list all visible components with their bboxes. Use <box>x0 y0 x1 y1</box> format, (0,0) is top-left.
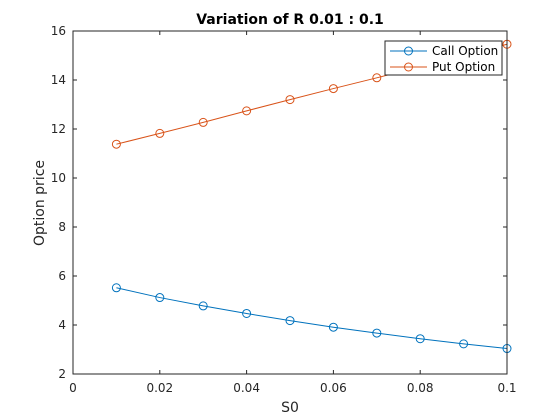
data-point-put-option <box>242 106 252 116</box>
x-tick-label: 0 <box>69 381 77 395</box>
data-point-call-option <box>415 334 425 344</box>
data-point-call-option <box>111 283 121 293</box>
legend-label-put-option: Put Option <box>432 60 495 74</box>
data-point-call-option <box>372 328 382 338</box>
axes-box <box>72 30 508 375</box>
y-tick-label: 8 <box>58 220 66 234</box>
plot-background <box>73 31 507 374</box>
y-tick-label: 12 <box>51 122 66 136</box>
legend-label-call-option: Call Option <box>432 44 498 58</box>
y-tick-label: 14 <box>51 73 66 87</box>
data-point-call-option <box>242 308 252 318</box>
data-point-call-option <box>198 301 208 311</box>
legend-marker-call-option <box>404 46 413 56</box>
x-axis-label: S0 <box>281 400 299 416</box>
legend-marker-put-option <box>404 62 413 72</box>
plot-area <box>73 31 507 374</box>
legend-box <box>384 40 503 76</box>
legend: Call Option Put Option <box>384 40 503 76</box>
data-point-put-option <box>198 117 208 127</box>
series-line-call-option <box>116 287 508 350</box>
y-tick-label: 16 <box>51 24 66 38</box>
data-point-put-option <box>155 128 165 138</box>
data-point-put-option <box>372 73 382 83</box>
data-point-put-option <box>285 95 295 105</box>
x-tick-label: 0.08 <box>407 381 434 395</box>
x-tick-label: 0.1 <box>497 381 516 395</box>
data-point-call-option <box>285 316 295 326</box>
y-tick-label: 10 <box>51 171 66 185</box>
x-tick-label: 0.06 <box>320 381 347 395</box>
data-point-put-option <box>111 139 121 149</box>
axes-layer <box>72 30 508 375</box>
x-tick-label: 0.02 <box>146 381 173 395</box>
x-axis-ticks: 0 0.02 0.04 0.06 0.08 0.1 <box>69 31 517 395</box>
y-tick-label: 2 <box>58 367 66 381</box>
y-axis-ticks: 2 4 6 8 10 12 14 16 <box>51 24 507 381</box>
data-point-call-option <box>459 339 469 349</box>
y-tick-label: 4 <box>58 318 66 332</box>
x-tick-label: 0.04 <box>233 381 260 395</box>
data-point-call-option <box>328 322 338 332</box>
chart-title: Variation of R 0.01 : 0.1 <box>196 12 384 28</box>
y-axis-label: Option price <box>32 160 48 246</box>
y-tick-label: 6 <box>58 269 66 283</box>
data-point-call-option <box>155 293 165 303</box>
data-point-put-option <box>328 84 338 94</box>
